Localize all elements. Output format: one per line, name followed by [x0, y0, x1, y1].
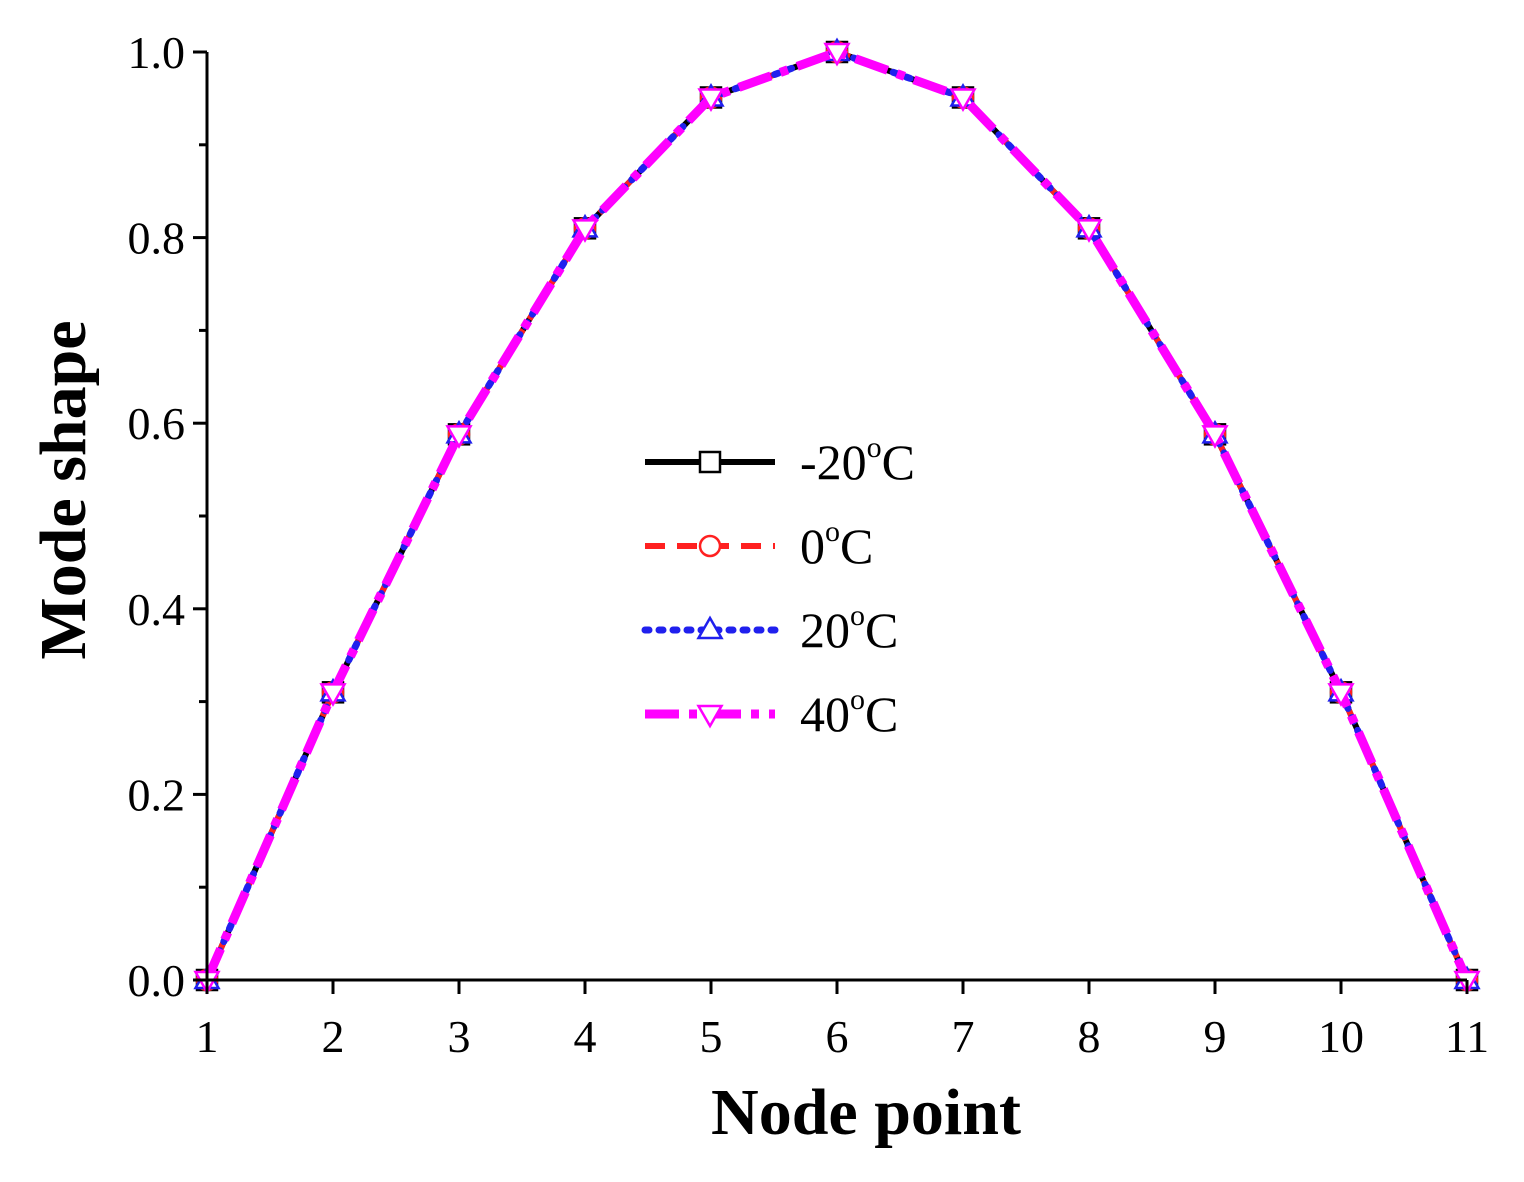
x-tick-label-7: 7 — [952, 1011, 975, 1062]
x-tick-label-2: 2 — [322, 1011, 345, 1062]
x-axis-title: Node point — [711, 1076, 1021, 1149]
x-tick-label-8: 8 — [1078, 1011, 1101, 1062]
legend-marker--20C — [698, 450, 722, 474]
x-tick-label-11: 11 — [1445, 1011, 1489, 1062]
legend-marker-40C — [696, 704, 724, 729]
legend-entry-40C: 40oC — [645, 683, 898, 742]
legend-entry-20C: 20oC — [641, 599, 898, 658]
y-tick-label-0.6: 0.6 — [128, 398, 186, 449]
y-axis-title: Mode shape — [27, 320, 100, 659]
x-tick-label-3: 3 — [448, 1011, 471, 1062]
y-tick-label-1.0: 1.0 — [128, 27, 186, 78]
y-tick-label-0.0: 0.0 — [128, 955, 186, 1006]
series-line-40C — [202, 47, 1472, 982]
data-point-40C-7 — [949, 88, 977, 112]
data-point-40C-3 — [445, 425, 473, 449]
series-20C — [193, 37, 1481, 990]
data-point-40C-4 — [571, 219, 599, 243]
legend-marker-20C — [696, 615, 724, 640]
legend: -20oC 0oC 20oC 40oC — [641, 431, 915, 742]
legend-marker-0C — [698, 534, 722, 558]
x-tick-label-9: 9 — [1204, 1011, 1227, 1062]
x-tick-label-1: 1 — [196, 1011, 219, 1062]
legend-entry--20C: -20oC — [645, 431, 915, 490]
x-tick-label-10: 10 — [1318, 1011, 1364, 1062]
y-tick-label-0.4: 0.4 — [128, 584, 186, 635]
legend-label-40C: 40oC — [800, 683, 898, 742]
data-point-40C-5 — [697, 88, 725, 112]
legend-label-0C: 0oC — [800, 515, 873, 574]
y-tick-label-0.2: 0.2 — [128, 769, 186, 820]
x-tick-label-6: 6 — [826, 1011, 849, 1062]
data-point-40C-6 — [823, 42, 851, 67]
legend-entry-0C: 0oC — [645, 515, 873, 574]
ticks-layer: 1 2 3 4 5 6 7 8 9 10 11 0.0 0.2 0.4 0.6 0.8 1.0 — [128, 27, 1490, 1062]
x-tick-label-4: 4 — [574, 1011, 597, 1062]
series-40C — [193, 42, 1481, 995]
legend-label--20C: -20oC — [800, 431, 915, 490]
x-tick-label-5: 5 — [700, 1011, 723, 1062]
data-point-40C-2 — [319, 683, 347, 707]
data-point-40C-8 — [1075, 219, 1103, 243]
data-point-40C-9 — [1201, 425, 1229, 449]
legend-label-20C: 20oC — [800, 599, 898, 658]
series-layer — [193, 37, 1481, 995]
data-point-40C-10 — [1327, 683, 1355, 707]
y-tick-label-0.8: 0.8 — [128, 213, 186, 264]
